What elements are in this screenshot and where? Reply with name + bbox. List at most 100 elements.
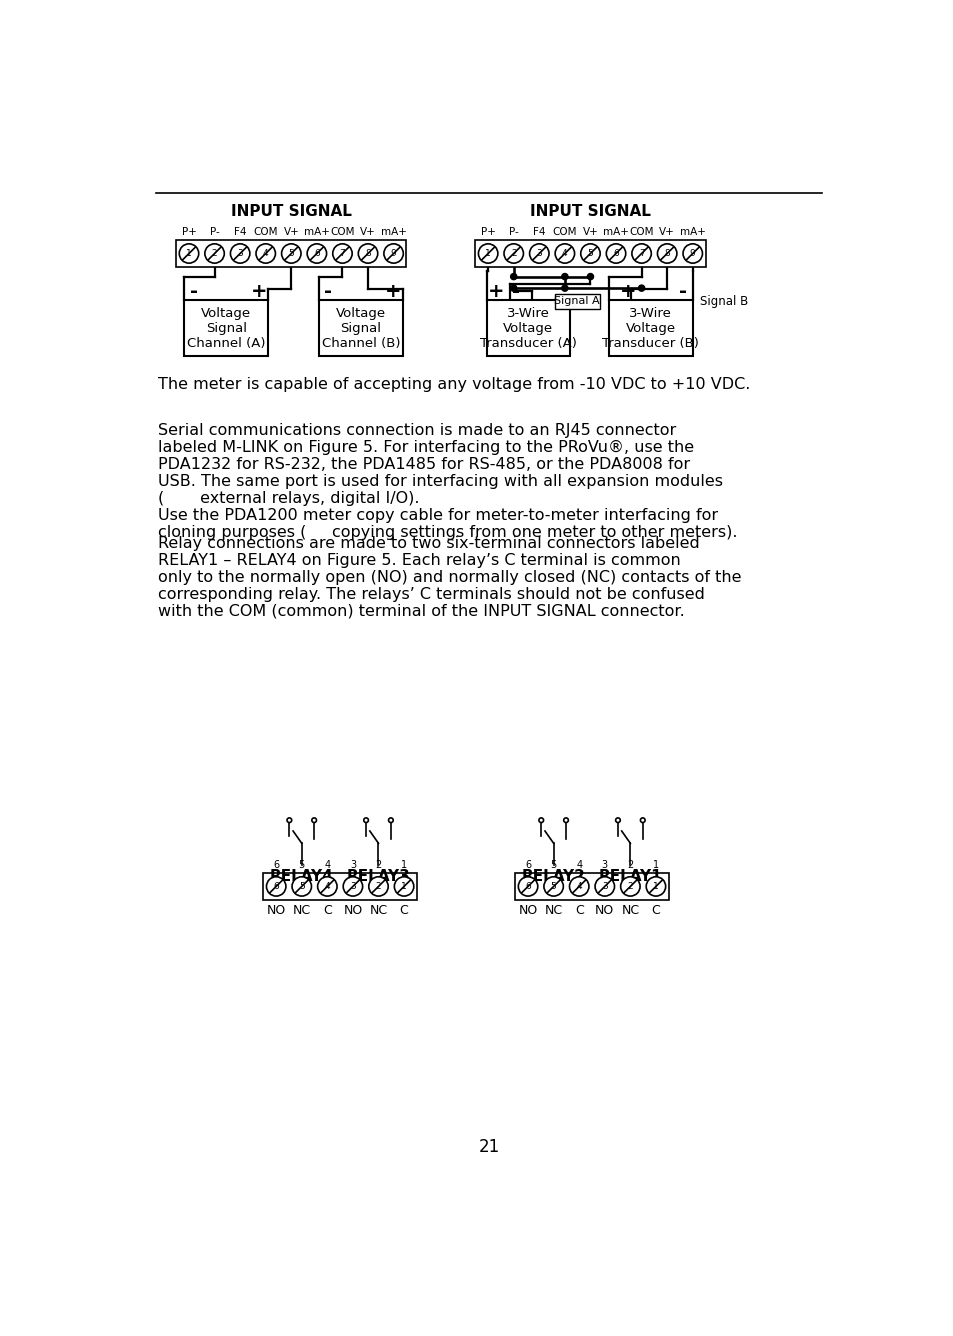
- Circle shape: [587, 274, 593, 279]
- Circle shape: [266, 876, 286, 896]
- Text: 5: 5: [550, 882, 556, 891]
- Text: 6: 6: [613, 248, 618, 258]
- Text: NO: NO: [595, 904, 614, 916]
- Bar: [184, 301, 268, 355]
- Text: mA+: mA+: [602, 227, 628, 236]
- Circle shape: [503, 244, 523, 263]
- Text: Use the PDA1200 meter copy cable for meter-to-meter interfacing for: Use the PDA1200 meter copy cable for met…: [158, 508, 718, 522]
- Text: 4: 4: [576, 882, 581, 891]
- Circle shape: [307, 244, 326, 263]
- Text: RELAY3: RELAY3: [346, 868, 410, 883]
- Text: NC: NC: [544, 904, 562, 916]
- Text: labeled M-LINK on Figure 5. For interfacing to the PRoVu®, use the: labeled M-LINK on Figure 5. For interfac…: [158, 440, 694, 454]
- Text: 3-Wire
Voltage
Transducer (A): 3-Wire Voltage Transducer (A): [479, 307, 577, 350]
- Text: P+: P+: [181, 227, 196, 236]
- Circle shape: [543, 876, 563, 896]
- Text: 6: 6: [524, 860, 531, 870]
- Text: 5: 5: [550, 860, 557, 870]
- Text: P-: P-: [210, 227, 219, 236]
- Text: 5: 5: [288, 248, 294, 258]
- Text: 21: 21: [477, 1138, 499, 1156]
- Text: NC: NC: [293, 904, 311, 916]
- Text: 3: 3: [350, 860, 355, 870]
- Text: 3: 3: [237, 248, 243, 258]
- Text: 4: 4: [263, 248, 268, 258]
- Bar: [319, 301, 402, 355]
- Text: COM: COM: [552, 227, 577, 236]
- Bar: [263, 872, 416, 900]
- Text: -: -: [324, 282, 333, 301]
- Circle shape: [478, 244, 497, 263]
- Text: C: C: [323, 904, 332, 916]
- Circle shape: [205, 244, 224, 263]
- Circle shape: [231, 244, 250, 263]
- Text: RELAY4: RELAY4: [270, 868, 334, 883]
- Text: 6: 6: [525, 882, 531, 891]
- Text: NO: NO: [517, 904, 537, 916]
- Text: 1: 1: [400, 860, 407, 870]
- Text: 1: 1: [186, 248, 192, 258]
- Circle shape: [255, 244, 275, 263]
- Text: 4: 4: [324, 860, 330, 870]
- Text: 2: 2: [627, 882, 633, 891]
- Circle shape: [312, 818, 316, 823]
- Circle shape: [333, 244, 352, 263]
- Text: PDA1232 for RS-232, the PDA1485 for RS-485, or the PDA8008 for: PDA1232 for RS-232, the PDA1485 for RS-4…: [158, 457, 689, 472]
- Circle shape: [343, 876, 362, 896]
- Circle shape: [638, 285, 644, 291]
- Circle shape: [569, 876, 588, 896]
- Text: 6: 6: [273, 882, 279, 891]
- Text: -: -: [679, 282, 687, 301]
- Text: 2: 2: [375, 860, 381, 870]
- Circle shape: [358, 244, 377, 263]
- Text: COM: COM: [253, 227, 277, 236]
- Text: 4: 4: [324, 882, 330, 891]
- Text: The meter is capable of accepting any voltage from -10 VDC to +10 VDC.: The meter is capable of accepting any vo…: [158, 377, 750, 391]
- Circle shape: [388, 818, 393, 823]
- Text: 2: 2: [511, 248, 516, 258]
- Text: 2: 2: [626, 860, 633, 870]
- Circle shape: [517, 876, 537, 896]
- Text: 5: 5: [298, 882, 304, 891]
- Text: RELAY2: RELAY2: [521, 868, 585, 883]
- Circle shape: [363, 818, 368, 823]
- Text: 3-Wire
Voltage
Transducer (B): 3-Wire Voltage Transducer (B): [602, 307, 699, 350]
- Text: 3: 3: [536, 248, 541, 258]
- Circle shape: [287, 818, 292, 823]
- Bar: [475, 239, 705, 267]
- Circle shape: [606, 244, 625, 263]
- Text: Voltage
Signal
Channel (B): Voltage Signal Channel (B): [321, 307, 400, 350]
- Text: Relay connections are made to two six-terminal connectors labeled: Relay connections are made to two six-te…: [158, 536, 699, 550]
- Circle shape: [561, 274, 567, 279]
- Text: Voltage
Signal
Channel (A): Voltage Signal Channel (A): [187, 307, 265, 350]
- Text: cloning purposes (     copying settings from one meter to other meters).: cloning purposes ( copying settings from…: [158, 525, 737, 540]
- Text: V+: V+: [659, 227, 675, 236]
- Text: INPUT SIGNAL: INPUT SIGNAL: [530, 203, 650, 219]
- Text: with the COM (common) terminal of the INPUT SIGNAL connector.: with the COM (common) terminal of the IN…: [158, 604, 684, 619]
- Circle shape: [394, 876, 414, 896]
- Text: USB. The same port is used for interfacing with all expansion modules: USB. The same port is used for interfaci…: [158, 474, 722, 489]
- Text: +: +: [385, 282, 401, 301]
- Text: mA+: mA+: [679, 227, 705, 236]
- Text: 8: 8: [365, 248, 371, 258]
- Text: +: +: [251, 282, 267, 301]
- Text: RELAY1: RELAY1: [598, 868, 661, 883]
- Bar: [515, 872, 668, 900]
- Bar: [555, 294, 599, 309]
- Text: 3: 3: [601, 882, 607, 891]
- Text: NC: NC: [369, 904, 387, 916]
- Text: 8: 8: [663, 248, 669, 258]
- Circle shape: [615, 818, 619, 823]
- Text: Serial communications connection is made to an RJ45 connector: Serial communications connection is made…: [158, 424, 676, 438]
- Bar: [176, 239, 406, 267]
- Text: 5: 5: [298, 860, 305, 870]
- Text: COM: COM: [629, 227, 653, 236]
- Text: Signal A: Signal A: [554, 297, 599, 306]
- Circle shape: [281, 244, 301, 263]
- Circle shape: [555, 244, 574, 263]
- Text: NO: NO: [343, 904, 362, 916]
- Text: -: -: [512, 282, 519, 301]
- Text: V+: V+: [283, 227, 299, 236]
- Circle shape: [317, 876, 336, 896]
- Circle shape: [620, 876, 639, 896]
